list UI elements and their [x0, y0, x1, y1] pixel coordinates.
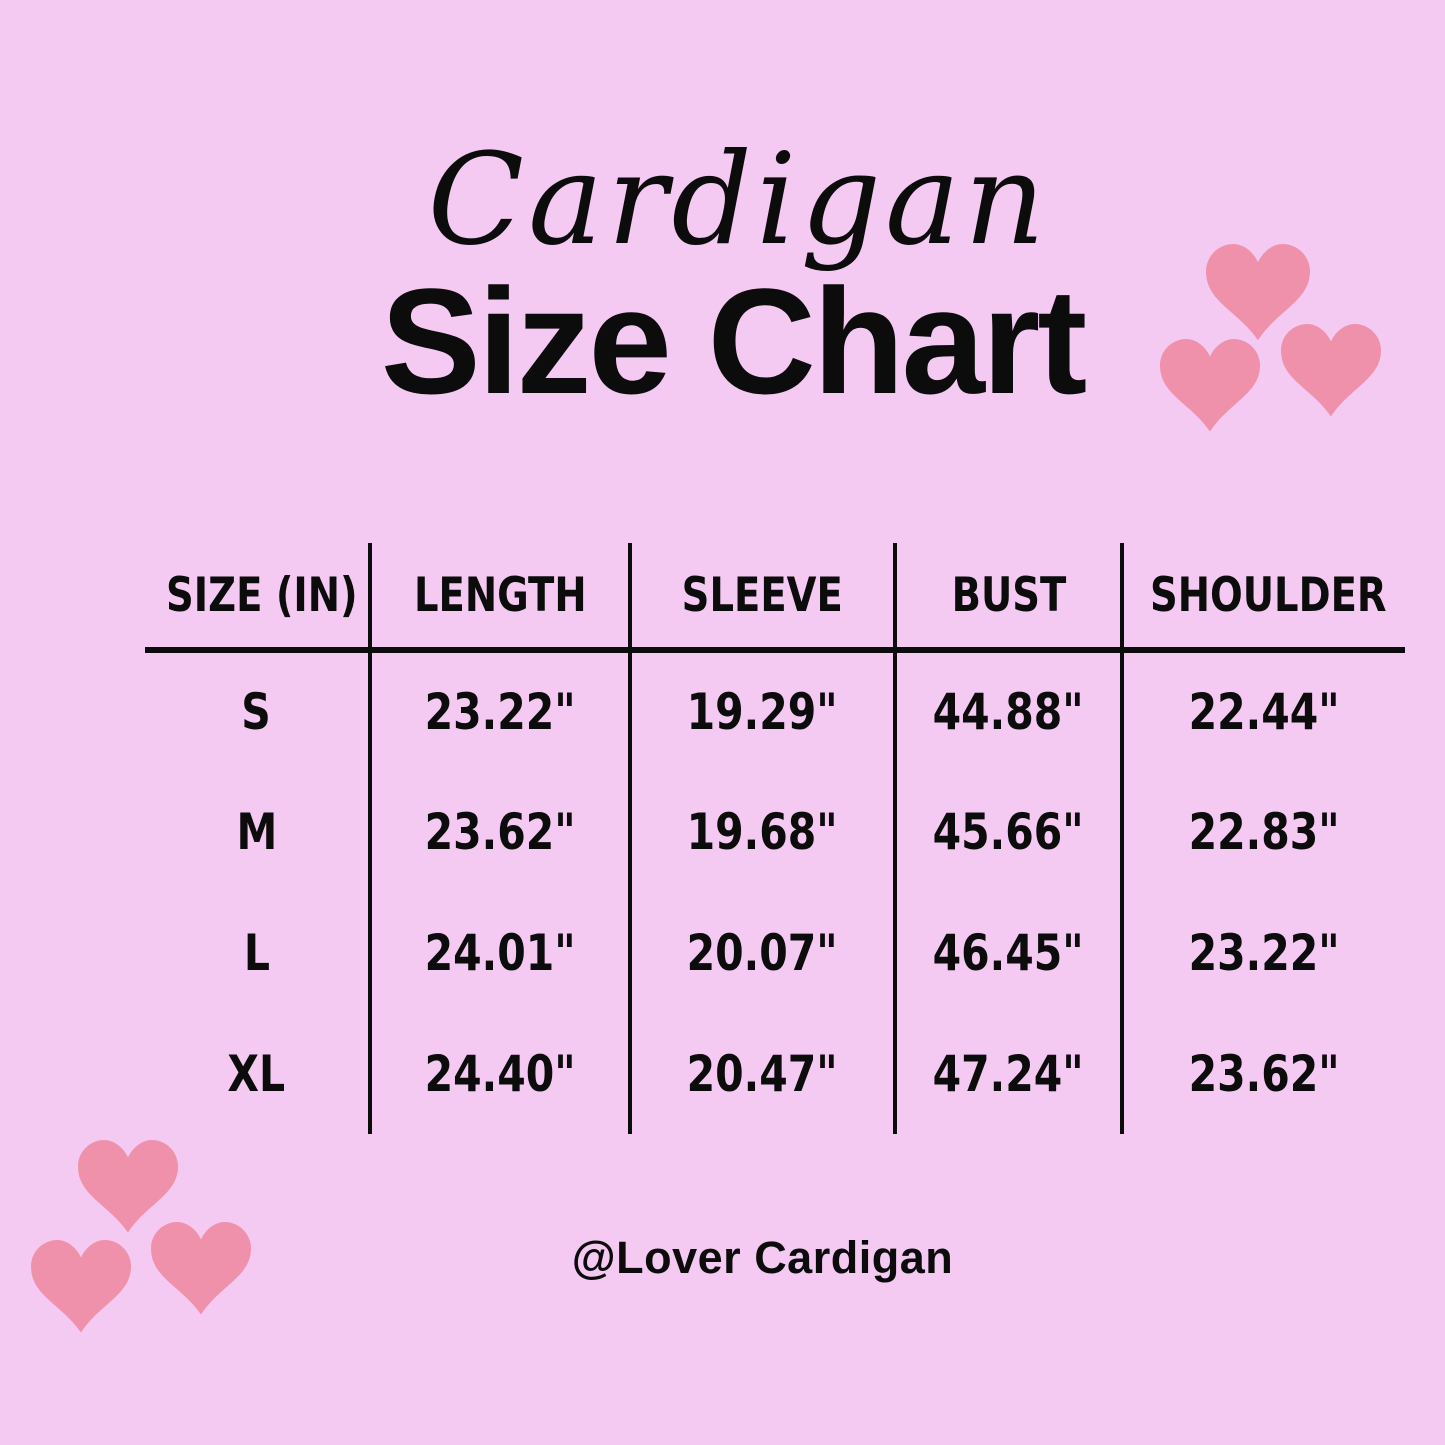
bust-cell: 47.24"	[895, 1013, 1124, 1134]
col-header-length: LENGTH	[370, 543, 632, 653]
heart-icon	[1206, 244, 1310, 341]
table-row-m: M 23.62" 19.68" 45.66" 22.83"	[145, 771, 1405, 892]
size-chart-table: SIZE (IN) LENGTH SLEEVE BUST SHOULDER S …	[145, 543, 1405, 1134]
size-cell: XL	[145, 1013, 372, 1134]
shoulder-cell: 23.22"	[1188, 923, 1341, 982]
table-row-l: L 24.01" 20.07" 46.45" 23.22"	[145, 892, 1405, 1013]
heart-icon	[78, 1140, 178, 1233]
sleeve-cell: 20.47"	[630, 1013, 897, 1134]
sleeve-cell: 19.29"	[630, 650, 897, 771]
heart-icon	[31, 1240, 131, 1333]
header-row: SIZE (IN) LENGTH SLEEVE BUST SHOULDER	[145, 543, 1405, 653]
col-header-bust: BUST	[895, 543, 1124, 653]
table-row-xl: XL 24.40" 20.47" 47.24" 23.62"	[145, 1013, 1405, 1134]
bust-cell: 44.88"	[895, 650, 1124, 771]
size-cell: S	[145, 650, 372, 771]
bust-cell: 46.45"	[895, 892, 1124, 1013]
size-cell: L	[145, 892, 372, 1013]
size-cell: M	[145, 771, 372, 892]
page-title: Size Chart	[380, 257, 1088, 425]
shoulder-cell: 23.62"	[1188, 1044, 1341, 1103]
title-script: Cardigan	[427, 126, 1050, 273]
length-cell: 24.40"	[370, 1013, 632, 1134]
col-header-shoulder: SHOULDER	[1122, 543, 1405, 653]
sleeve-cell: 20.07"	[630, 892, 897, 1013]
length-cell: 23.22"	[370, 650, 632, 771]
shoulder-cell: 22.44"	[1188, 683, 1341, 741]
bust-cell: 45.66"	[895, 771, 1124, 892]
heart-icon	[1281, 324, 1381, 417]
length-cell: 23.62"	[370, 771, 632, 892]
heart-icon	[1160, 339, 1260, 432]
social-handle: @Lover Cardigan	[571, 1232, 954, 1283]
length-cell: 24.01"	[370, 892, 632, 1013]
table-row-s: S 23.22" 19.29" 44.88" 22.44"	[145, 650, 1405, 771]
sleeve-cell: 19.68"	[630, 771, 897, 892]
shoulder-cell: 22.83"	[1188, 802, 1341, 861]
col-header-sleeve: SLEEVE	[630, 543, 897, 653]
heart-icon	[151, 1222, 251, 1315]
col-header-size: SIZE (IN)	[145, 543, 372, 653]
